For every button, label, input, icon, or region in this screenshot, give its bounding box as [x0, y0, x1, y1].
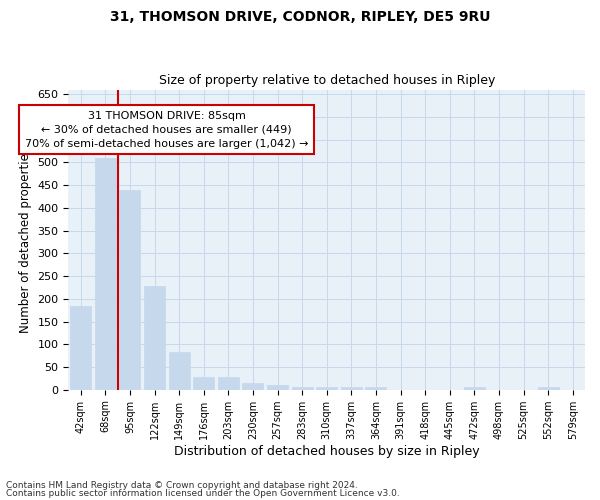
Bar — [538, 388, 559, 390]
Bar — [464, 388, 485, 390]
Y-axis label: Number of detached properties: Number of detached properties — [19, 146, 32, 332]
Bar — [193, 377, 214, 390]
Bar — [267, 385, 288, 390]
Text: 31 THOMSON DRIVE: 85sqm
← 30% of detached houses are smaller (449)
70% of semi-d: 31 THOMSON DRIVE: 85sqm ← 30% of detache… — [25, 110, 308, 148]
Bar — [144, 286, 165, 390]
Bar — [242, 383, 263, 390]
Bar — [169, 352, 190, 390]
Bar — [218, 378, 239, 390]
Bar — [316, 388, 337, 390]
Bar — [341, 386, 362, 390]
Text: Contains HM Land Registry data © Crown copyright and database right 2024.: Contains HM Land Registry data © Crown c… — [6, 480, 358, 490]
Bar — [70, 306, 91, 390]
Bar — [292, 386, 313, 390]
Text: 31, THOMSON DRIVE, CODNOR, RIPLEY, DE5 9RU: 31, THOMSON DRIVE, CODNOR, RIPLEY, DE5 9… — [110, 10, 490, 24]
Text: Contains public sector information licensed under the Open Government Licence v3: Contains public sector information licen… — [6, 489, 400, 498]
X-axis label: Distribution of detached houses by size in Ripley: Distribution of detached houses by size … — [174, 444, 479, 458]
Bar — [95, 158, 116, 390]
Bar — [119, 190, 140, 390]
Bar — [365, 386, 386, 390]
Title: Size of property relative to detached houses in Ripley: Size of property relative to detached ho… — [158, 74, 495, 87]
